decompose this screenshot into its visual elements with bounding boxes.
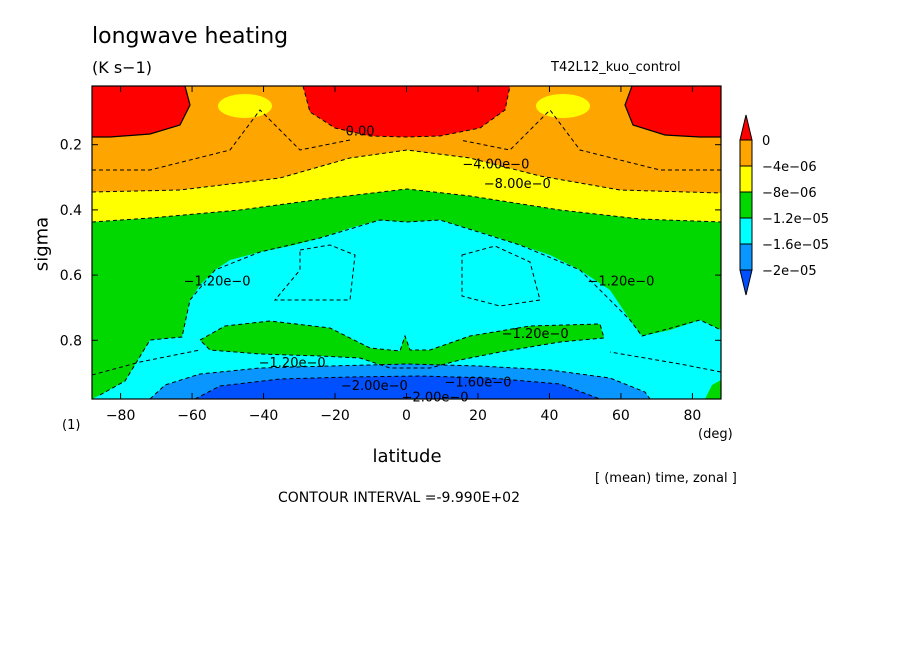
contour-label: −2.00e−0 (402, 390, 469, 405)
colorbar-label: −1.6e−05 (762, 238, 829, 253)
contour-line (99, 219, 721, 396)
x-axis-unit: (deg) (698, 427, 733, 442)
patch-red-center (303, 86, 510, 137)
contour-line (92, 109, 351, 171)
contour-line (199, 320, 605, 369)
band-green (92, 189, 721, 399)
spot-yellow-west (218, 94, 272, 118)
averaging-note: [ (mean) time, zonal ] (595, 471, 737, 486)
colorbar-label: −4e−06 (762, 160, 817, 175)
x-tick-label: 0 (402, 408, 411, 424)
contour-label: −1.20e−0 (502, 327, 569, 342)
contour-label: −1.20e−0 (259, 356, 326, 371)
axis-ticks: −80 −60 −40 −20 0 20 40 60 80 0.2 0.4 0.6 0.8 (60, 86, 721, 424)
contour-line (92, 86, 191, 138)
x-tick-label: −20 (320, 408, 350, 424)
contour-labels: 0.00 −4.00e−0 −8.00e−0 −1.20e−0 −1.20e−0 −1.2… (184, 125, 655, 406)
x-tick-label: 60 (612, 408, 630, 424)
colorbar-segment (739, 217, 753, 245)
x-tick-label: −80 (106, 408, 136, 424)
colorbar-segment (739, 191, 753, 219)
contour-line (149, 363, 651, 399)
x-tick-label: 80 (683, 408, 701, 424)
contour-line (92, 188, 721, 223)
colorbar-segment (739, 139, 753, 167)
x-tick-label: 40 (541, 408, 559, 424)
contour-line (92, 349, 201, 376)
chart-title: longwave heating (92, 24, 289, 49)
spot-yellow-east (536, 94, 590, 118)
contour-line (92, 149, 721, 194)
contour-label: −1.60e−0 (444, 376, 511, 391)
contour-line (302, 86, 511, 138)
patch-red-west (92, 86, 190, 137)
band-green-lower (200, 321, 604, 368)
y-tick-label: 0.2 (60, 138, 82, 154)
colorbar-label: −8e−06 (762, 186, 817, 201)
contour-label: −2.00e−0 (341, 379, 408, 394)
contour-line (194, 375, 601, 399)
y-tick-label: 0.8 (60, 333, 82, 349)
y-tick-label: 0.4 (60, 203, 82, 219)
x-axis-label: latitude (372, 446, 442, 467)
contour-label: −4.00e−0 (462, 157, 529, 172)
x-tick-label: 20 (469, 408, 487, 424)
band-darkblue (195, 376, 600, 399)
colorbar-segment (739, 269, 753, 296)
patch-green-corner (705, 380, 721, 399)
patch-red-east (625, 86, 721, 137)
colorbar-segment (739, 165, 753, 193)
contour-line (624, 86, 721, 138)
chart-units: (K s−1) (92, 58, 152, 77)
contour-interval: CONTOUR INTERVAL =-9.990E+02 (278, 490, 520, 506)
colorbar-segment (739, 114, 753, 141)
contour-line (459, 109, 721, 171)
x-tick-label: −60 (177, 408, 207, 424)
bottom-level-label: (1) (62, 418, 81, 433)
contour-line (461, 245, 541, 307)
colorbar-label: −2e−05 (762, 264, 817, 279)
colorbar-segment (739, 243, 753, 271)
run-label: T42L12_kuo_control (551, 60, 681, 75)
contour-line (273, 244, 356, 301)
contour-label: 0.00 (346, 125, 375, 140)
contour-label: −1.20e−0 (184, 275, 251, 290)
contour-label: −8.00e−0 (484, 177, 551, 192)
colorbar-label: 0 (762, 134, 770, 149)
heating-field (92, 86, 721, 399)
colorbar: 0 −4e−06 −8e−06 −1.2e−05 −1.6e−05 −2e−05 (739, 114, 829, 296)
band-yellow (92, 150, 721, 222)
contour-label: −1.20e−0 (587, 275, 654, 290)
x-tick-label: −40 (249, 408, 279, 424)
colorbar-label: −1.2e−05 (762, 212, 829, 227)
y-tick-label: 0.6 (60, 268, 82, 284)
